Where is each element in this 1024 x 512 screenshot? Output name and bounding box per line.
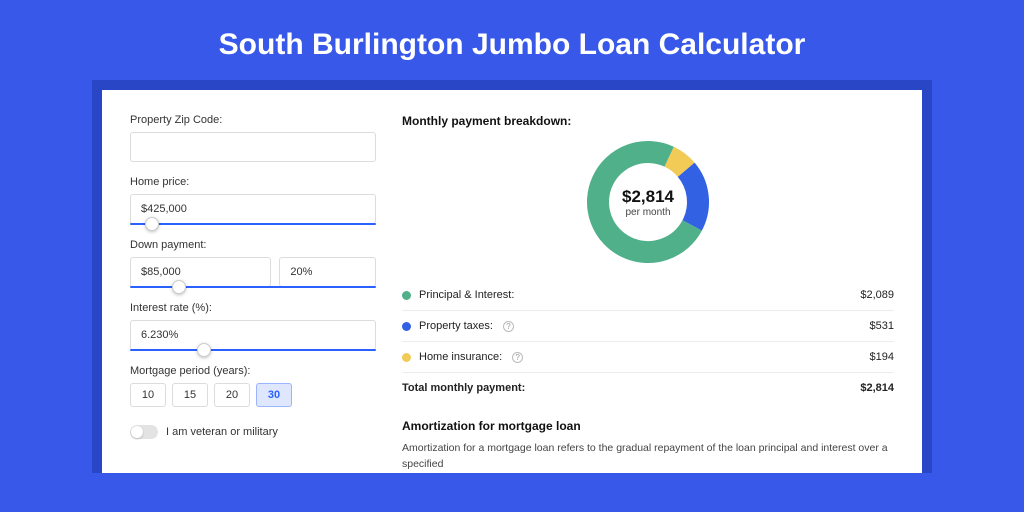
down-payment-field-group: Down payment: bbox=[130, 239, 376, 288]
down-payment-slider[interactable] bbox=[130, 286, 376, 288]
amortization-text: Amortization for a mortgage loan refers … bbox=[402, 441, 894, 473]
interest-rate-input[interactable] bbox=[130, 320, 376, 350]
breakdown-row: Property taxes:? $531 bbox=[402, 311, 894, 342]
info-icon[interactable]: ? bbox=[512, 352, 523, 363]
breakdown-item-label: Property taxes: bbox=[419, 320, 493, 332]
veteran-toggle[interactable] bbox=[130, 425, 158, 439]
breakdown-column: Monthly payment breakdown: $2,814 per mo… bbox=[402, 114, 894, 473]
card-shadow: Property Zip Code: Home price: Down paym… bbox=[92, 80, 932, 473]
donut-sub: per month bbox=[625, 207, 670, 218]
legend-dot bbox=[402, 353, 411, 362]
down-payment-label: Down payment: bbox=[130, 239, 376, 251]
mortgage-period-option-30[interactable]: 30 bbox=[256, 383, 292, 407]
legend-dot bbox=[402, 322, 411, 331]
breakdown-item-value: $531 bbox=[870, 320, 894, 332]
zip-field-group: Property Zip Code: bbox=[130, 114, 376, 162]
mortgage-period-options: 10152030 bbox=[130, 383, 376, 407]
breakdown-total-label: Total monthly payment: bbox=[402, 382, 525, 394]
veteran-toggle-row: I am veteran or military bbox=[130, 425, 376, 439]
breakdown-item-value: $194 bbox=[870, 351, 894, 363]
donut-center: $2,814 per month bbox=[584, 138, 712, 266]
breakdown-total-value: $2,814 bbox=[860, 382, 894, 394]
breakdown-row: Home insurance:? $194 bbox=[402, 342, 894, 372]
donut-amount: $2,814 bbox=[622, 187, 674, 207]
home-price-slider[interactable] bbox=[130, 223, 376, 225]
breakdown-item-label: Home insurance: bbox=[419, 351, 502, 363]
down-payment-percent-input[interactable] bbox=[279, 257, 376, 287]
home-price-input[interactable] bbox=[130, 194, 376, 224]
breakdown-item-label: Principal & Interest: bbox=[419, 289, 514, 301]
mortgage-period-label: Mortgage period (years): bbox=[130, 365, 376, 377]
veteran-toggle-label: I am veteran or military bbox=[166, 426, 278, 438]
interest-rate-field-group: Interest rate (%): bbox=[130, 302, 376, 351]
page-title: South Burlington Jumbo Loan Calculator bbox=[0, 0, 1024, 80]
info-icon[interactable]: ? bbox=[503, 321, 514, 332]
mortgage-period-option-20[interactable]: 20 bbox=[214, 383, 250, 407]
donut-wrap: $2,814 per month bbox=[402, 138, 894, 266]
breakdown-item-value: $2,089 bbox=[860, 289, 894, 301]
zip-input[interactable] bbox=[130, 132, 376, 162]
mortgage-period-field-group: Mortgage period (years): 10152030 bbox=[130, 365, 376, 407]
down-payment-input[interactable] bbox=[130, 257, 271, 287]
breakdown-total-row: Total monthly payment: $2,814 bbox=[402, 372, 894, 403]
form-column: Property Zip Code: Home price: Down paym… bbox=[130, 114, 376, 473]
home-price-slider-thumb[interactable] bbox=[145, 217, 159, 231]
amortization-title: Amortization for mortgage loan bbox=[402, 419, 894, 433]
calculator-card: Property Zip Code: Home price: Down paym… bbox=[102, 90, 922, 473]
interest-rate-slider-thumb[interactable] bbox=[197, 343, 211, 357]
interest-rate-label: Interest rate (%): bbox=[130, 302, 376, 314]
home-price-field-group: Home price: bbox=[130, 176, 376, 225]
interest-rate-slider[interactable] bbox=[130, 349, 376, 351]
breakdown-title: Monthly payment breakdown: bbox=[402, 114, 894, 128]
mortgage-period-option-10[interactable]: 10 bbox=[130, 383, 166, 407]
mortgage-period-option-15[interactable]: 15 bbox=[172, 383, 208, 407]
down-payment-slider-thumb[interactable] bbox=[172, 280, 186, 294]
breakdown-row: Principal & Interest: $2,089 bbox=[402, 280, 894, 311]
zip-label: Property Zip Code: bbox=[130, 114, 376, 126]
legend-dot bbox=[402, 291, 411, 300]
home-price-label: Home price: bbox=[130, 176, 376, 188]
payment-donut-chart: $2,814 per month bbox=[584, 138, 712, 266]
